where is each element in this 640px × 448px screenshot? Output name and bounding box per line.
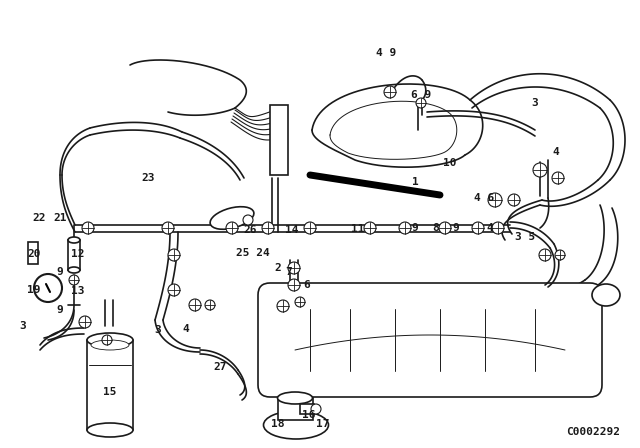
Text: 17: 17: [316, 419, 330, 429]
Text: 11: 11: [351, 224, 365, 234]
Circle shape: [295, 297, 305, 307]
Circle shape: [79, 316, 91, 328]
Text: 9: 9: [56, 305, 63, 315]
Circle shape: [34, 274, 62, 302]
Circle shape: [552, 172, 564, 184]
Ellipse shape: [278, 392, 312, 404]
Circle shape: [416, 98, 426, 108]
Circle shape: [533, 163, 547, 177]
Ellipse shape: [210, 207, 254, 229]
Text: 23: 23: [141, 173, 155, 183]
Ellipse shape: [87, 423, 133, 437]
Text: 9: 9: [56, 267, 63, 277]
Circle shape: [539, 249, 551, 261]
Circle shape: [102, 335, 112, 345]
Circle shape: [439, 222, 451, 234]
Ellipse shape: [87, 333, 133, 347]
Text: 14: 14: [285, 225, 299, 235]
Text: 1: 1: [412, 177, 419, 187]
Circle shape: [508, 194, 520, 206]
Circle shape: [226, 222, 238, 234]
Circle shape: [288, 262, 300, 274]
Text: 3: 3: [532, 98, 538, 108]
Text: 3: 3: [20, 321, 26, 331]
Ellipse shape: [68, 267, 80, 273]
FancyBboxPatch shape: [258, 283, 602, 397]
Ellipse shape: [68, 237, 80, 243]
Circle shape: [168, 284, 180, 296]
Circle shape: [399, 222, 411, 234]
Circle shape: [288, 279, 300, 291]
Circle shape: [82, 222, 94, 234]
Text: 21: 21: [53, 213, 67, 223]
Bar: [270, 105, 288, 175]
Text: 4: 4: [552, 147, 559, 157]
Circle shape: [492, 222, 504, 234]
Circle shape: [304, 222, 316, 234]
Circle shape: [243, 215, 253, 225]
Ellipse shape: [264, 411, 328, 439]
Circle shape: [488, 193, 502, 207]
Circle shape: [311, 404, 321, 414]
Text: 4 6: 4 6: [474, 193, 494, 203]
Text: 9: 9: [412, 223, 419, 233]
Text: 27: 27: [213, 362, 227, 372]
Bar: [300, 404, 314, 414]
Text: 6: 6: [303, 280, 310, 290]
Text: 4: 4: [182, 324, 189, 334]
Text: 10: 10: [444, 158, 457, 168]
Text: 6 9: 6 9: [411, 90, 431, 100]
Circle shape: [277, 300, 289, 312]
Text: C0002292: C0002292: [566, 427, 620, 437]
Bar: [28, 242, 38, 264]
Text: 25 24: 25 24: [236, 248, 270, 258]
Circle shape: [168, 249, 180, 261]
Text: 22: 22: [32, 213, 45, 223]
Text: 2: 2: [275, 263, 282, 273]
Circle shape: [205, 300, 215, 310]
Text: 13: 13: [71, 286, 84, 296]
Text: 8: 8: [433, 223, 440, 233]
Text: 12: 12: [71, 249, 84, 259]
Ellipse shape: [592, 284, 620, 306]
Circle shape: [69, 275, 79, 285]
Text: 20: 20: [28, 249, 41, 259]
Text: 3 5: 3 5: [515, 232, 535, 242]
Text: 18: 18: [271, 419, 285, 429]
Circle shape: [472, 222, 484, 234]
Circle shape: [162, 222, 174, 234]
Circle shape: [384, 86, 396, 98]
Text: 4: 4: [486, 223, 493, 233]
Circle shape: [555, 250, 565, 260]
Text: 3: 3: [155, 325, 161, 335]
Circle shape: [262, 222, 274, 234]
Text: 9: 9: [452, 223, 460, 233]
Circle shape: [364, 222, 376, 234]
Text: 16: 16: [302, 410, 316, 420]
Bar: [68, 240, 80, 270]
Ellipse shape: [91, 340, 129, 350]
Text: 7: 7: [285, 267, 292, 277]
Circle shape: [189, 299, 201, 311]
Text: 26: 26: [243, 225, 257, 235]
Text: 15: 15: [103, 387, 116, 397]
Text: 4 9: 4 9: [376, 48, 396, 58]
Bar: [278, 398, 313, 420]
Text: 19: 19: [28, 285, 41, 295]
